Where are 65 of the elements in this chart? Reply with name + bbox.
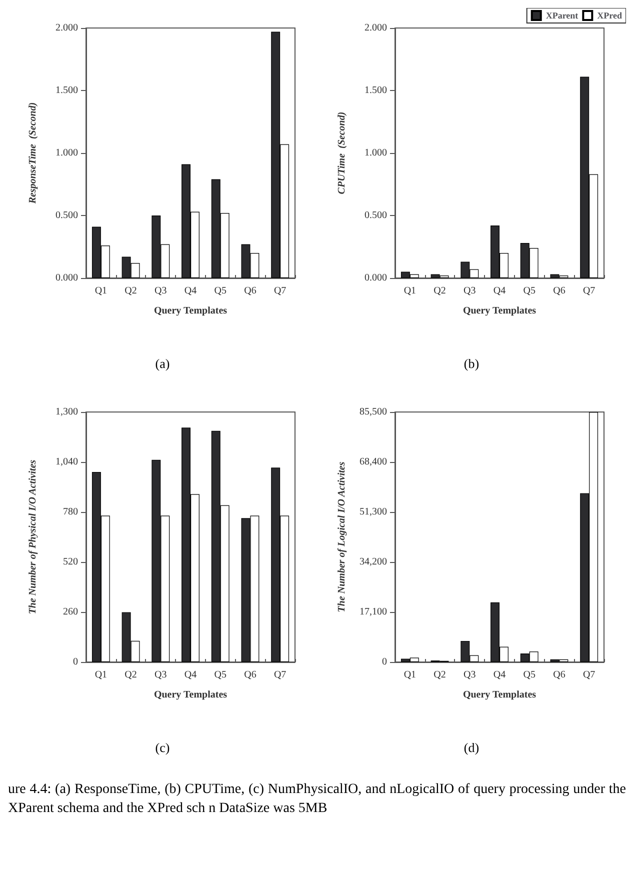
- y-tick-label: 780: [63, 506, 78, 518]
- x-tick-label: Q1: [94, 670, 108, 680]
- x-tick-label: Q3: [154, 670, 167, 680]
- y-tick-label: 1.000: [56, 148, 78, 158]
- y-tick-label: 0: [73, 656, 78, 668]
- x-tick-label: Q1: [404, 286, 416, 296]
- y-axis-title: ResponseTime (Second): [28, 102, 38, 205]
- y-axis-title: The Number of Physical I/O Activites: [28, 460, 38, 614]
- x-tick-label: Q4: [493, 286, 506, 296]
- x-tick-label: Q4: [184, 670, 197, 680]
- y-tick-label: 51,300: [360, 506, 387, 518]
- x-tick-label: Q3: [154, 286, 167, 296]
- y-tick-label: 0.500: [364, 210, 387, 221]
- x-tick-label: Q4: [493, 670, 506, 680]
- x-tick-label: Q5: [523, 286, 536, 296]
- legend-label: XPred: [597, 10, 622, 20]
- x-axis-title: Query Templates: [462, 306, 536, 316]
- y-tick-label: 1.500: [364, 85, 387, 96]
- x-tick-label: Q7: [274, 286, 286, 296]
- x-tick-label: Q2: [124, 670, 137, 680]
- x-tick-label: Q2: [434, 670, 446, 680]
- x-tick-label: Q6: [553, 670, 566, 680]
- x-axis-title: Query Templates: [154, 690, 228, 700]
- y-tick-label: 0.500: [56, 210, 78, 221]
- y-tick-label: 1,300: [56, 406, 78, 418]
- text: (b): [462, 356, 480, 372]
- text: (a): [154, 356, 171, 372]
- x-tick-label: Q4: [184, 286, 197, 296]
- x-axis-title: Query Templates: [154, 306, 228, 316]
- legend-label: XParent: [546, 10, 578, 20]
- x-axis-title: Query Templates: [462, 690, 536, 700]
- y-tick-label: 0: [382, 656, 387, 668]
- text: (d): [462, 740, 480, 756]
- x-tick-label: Q5: [523, 670, 536, 680]
- x-tick-label: Q7: [582, 286, 596, 296]
- x-tick-label: Q1: [94, 286, 108, 296]
- y-tick-label: 68,400: [360, 456, 387, 468]
- x-tick-label: Q5: [214, 286, 226, 296]
- x-tick-label: Q5: [214, 670, 226, 680]
- x-tick-label: Q6: [244, 286, 256, 296]
- x-tick-label: Q7: [582, 670, 596, 680]
- x-tick-label: Q6: [553, 286, 566, 296]
- x-tick-label: Q1: [404, 670, 416, 680]
- y-tick-label: 17,100: [360, 606, 387, 618]
- x-tick-label: Q6: [244, 670, 256, 680]
- y-tick-label: 2.000: [56, 22, 78, 34]
- x-tick-label: Q2: [434, 286, 446, 296]
- x-tick-label: Q3: [464, 286, 476, 296]
- y-axis-title: CPUTime (Second): [336, 112, 348, 194]
- y-tick-label: 520: [63, 556, 78, 568]
- y-tick-label: 0.000: [56, 272, 78, 284]
- y-tick-label: 260: [63, 606, 78, 618]
- y-tick-label: 2.000: [364, 22, 387, 34]
- y-axis-title: The Number of Logical I/O Activites: [336, 462, 348, 612]
- y-tick-label: 85,500: [360, 406, 387, 418]
- y-tick-label: 0.000: [364, 272, 387, 284]
- x-tick-label: Q2: [124, 286, 137, 296]
- y-tick-label: 1,040: [56, 456, 78, 468]
- y-tick-label: 1.000: [364, 148, 387, 158]
- y-tick-label: 1.500: [56, 85, 78, 96]
- x-tick-label: Q3: [464, 670, 476, 680]
- y-tick-label: 34,200: [360, 556, 387, 568]
- text: ure 4.4: (a) ResponseTime, (b) CPUTime, (c) NumPhysicalIO, and nLogicalIO of query processing under the XParent schema and the XPred sch n DataSize was 5MB: [8, 781, 626, 818]
- x-tick-label: Q7: [274, 670, 286, 680]
- text: (c): [154, 740, 171, 756]
